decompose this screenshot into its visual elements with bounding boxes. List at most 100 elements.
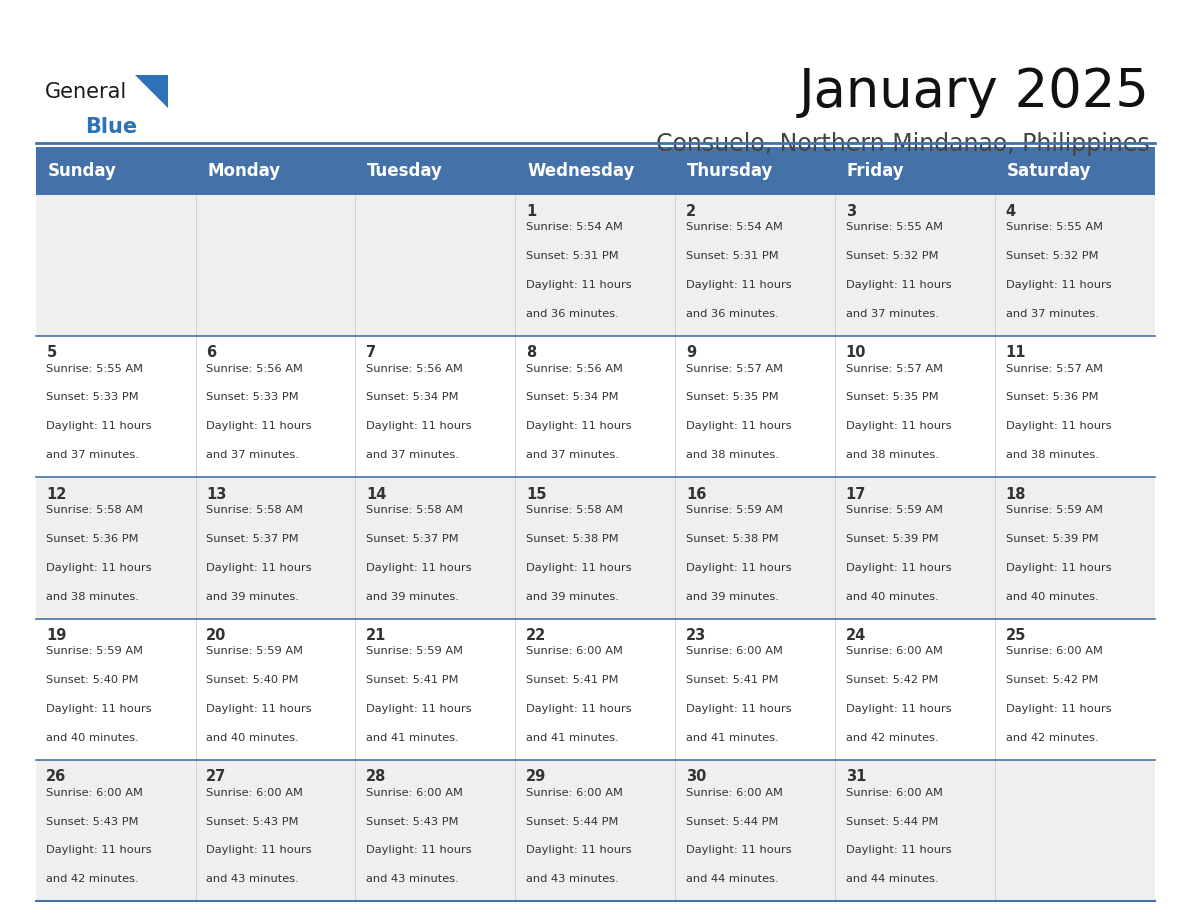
Text: Sunrise: 5:54 AM: Sunrise: 5:54 AM — [685, 222, 783, 232]
Text: 13: 13 — [207, 487, 227, 501]
Text: 29: 29 — [526, 769, 546, 784]
Text: Sunset: 5:40 PM: Sunset: 5:40 PM — [46, 675, 139, 685]
Text: Sunrise: 5:55 AM: Sunrise: 5:55 AM — [46, 364, 144, 374]
Text: Thursday: Thursday — [687, 162, 773, 180]
Text: Daylight: 11 hours: Daylight: 11 hours — [46, 845, 152, 856]
Text: 3: 3 — [846, 204, 855, 218]
Text: Daylight: 11 hours: Daylight: 11 hours — [526, 280, 632, 290]
Text: and 43 minutes.: and 43 minutes. — [526, 874, 619, 884]
Text: 11: 11 — [1005, 345, 1026, 360]
Polygon shape — [135, 75, 169, 108]
Text: and 37 minutes.: and 37 minutes. — [46, 451, 139, 460]
Text: Daylight: 11 hours: Daylight: 11 hours — [846, 421, 952, 431]
Text: Sunset: 5:38 PM: Sunset: 5:38 PM — [526, 533, 619, 543]
Text: and 41 minutes.: and 41 minutes. — [685, 733, 778, 743]
Text: Sunrise: 6:00 AM: Sunrise: 6:00 AM — [46, 788, 144, 798]
Text: Sunrise: 5:58 AM: Sunrise: 5:58 AM — [207, 505, 303, 515]
Text: Sunrise: 6:00 AM: Sunrise: 6:00 AM — [1005, 646, 1102, 656]
Text: 4: 4 — [1005, 204, 1016, 218]
Bar — [36, 336, 1155, 477]
Text: Sunset: 5:41 PM: Sunset: 5:41 PM — [685, 675, 778, 685]
Text: Sunset: 5:32 PM: Sunset: 5:32 PM — [1005, 251, 1098, 261]
Text: Daylight: 11 hours: Daylight: 11 hours — [846, 704, 952, 714]
Text: Daylight: 11 hours: Daylight: 11 hours — [207, 704, 311, 714]
Bar — [36, 147, 1155, 195]
Text: Sunrise: 5:59 AM: Sunrise: 5:59 AM — [207, 646, 303, 656]
Text: and 37 minutes.: and 37 minutes. — [846, 308, 939, 319]
Text: Daylight: 11 hours: Daylight: 11 hours — [685, 563, 791, 573]
Text: Friday: Friday — [847, 162, 904, 180]
Text: Sunset: 5:39 PM: Sunset: 5:39 PM — [1005, 533, 1098, 543]
Text: Sunset: 5:32 PM: Sunset: 5:32 PM — [846, 251, 939, 261]
Text: Daylight: 11 hours: Daylight: 11 hours — [207, 845, 311, 856]
Text: 8: 8 — [526, 345, 536, 360]
Text: Daylight: 11 hours: Daylight: 11 hours — [846, 280, 952, 290]
Text: 28: 28 — [366, 769, 386, 784]
Text: and 36 minutes.: and 36 minutes. — [685, 308, 778, 319]
Text: Sunrise: 6:00 AM: Sunrise: 6:00 AM — [526, 788, 623, 798]
Text: Daylight: 11 hours: Daylight: 11 hours — [1005, 421, 1111, 431]
Text: and 39 minutes.: and 39 minutes. — [526, 591, 619, 601]
Text: Daylight: 11 hours: Daylight: 11 hours — [46, 563, 152, 573]
Text: 14: 14 — [366, 487, 386, 501]
Text: Sunset: 5:44 PM: Sunset: 5:44 PM — [846, 817, 939, 826]
Text: and 41 minutes.: and 41 minutes. — [366, 733, 459, 743]
Bar — [36, 760, 1155, 901]
Text: Daylight: 11 hours: Daylight: 11 hours — [1005, 563, 1111, 573]
Text: Sunset: 5:33 PM: Sunset: 5:33 PM — [207, 392, 299, 402]
Text: and 38 minutes.: and 38 minutes. — [685, 451, 778, 460]
Text: Sunrise: 6:00 AM: Sunrise: 6:00 AM — [846, 788, 942, 798]
Text: 5: 5 — [46, 345, 57, 360]
Text: and 43 minutes.: and 43 minutes. — [207, 874, 299, 884]
Text: Sunset: 5:34 PM: Sunset: 5:34 PM — [366, 392, 459, 402]
Text: Sunset: 5:35 PM: Sunset: 5:35 PM — [846, 392, 939, 402]
Text: and 38 minutes.: and 38 minutes. — [46, 591, 139, 601]
Bar — [36, 477, 1155, 619]
Text: Monday: Monday — [208, 162, 280, 180]
Text: Daylight: 11 hours: Daylight: 11 hours — [685, 704, 791, 714]
Text: Sunrise: 5:57 AM: Sunrise: 5:57 AM — [1005, 364, 1102, 374]
Text: and 37 minutes.: and 37 minutes. — [1005, 308, 1099, 319]
Text: Sunrise: 5:54 AM: Sunrise: 5:54 AM — [526, 222, 623, 232]
Text: 26: 26 — [46, 769, 67, 784]
Text: and 40 minutes.: and 40 minutes. — [46, 733, 139, 743]
Text: and 42 minutes.: and 42 minutes. — [1005, 733, 1098, 743]
Text: and 37 minutes.: and 37 minutes. — [526, 451, 619, 460]
Text: 6: 6 — [207, 345, 216, 360]
Text: Daylight: 11 hours: Daylight: 11 hours — [1005, 704, 1111, 714]
Text: Daylight: 11 hours: Daylight: 11 hours — [685, 845, 791, 856]
Text: and 40 minutes.: and 40 minutes. — [1005, 591, 1099, 601]
Text: Sunset: 5:40 PM: Sunset: 5:40 PM — [207, 675, 298, 685]
Text: Sunset: 5:41 PM: Sunset: 5:41 PM — [526, 675, 619, 685]
Text: Daylight: 11 hours: Daylight: 11 hours — [366, 845, 472, 856]
Text: Daylight: 11 hours: Daylight: 11 hours — [207, 421, 311, 431]
Text: and 44 minutes.: and 44 minutes. — [685, 874, 778, 884]
Text: Sunrise: 5:56 AM: Sunrise: 5:56 AM — [526, 364, 623, 374]
Text: Sunrise: 5:56 AM: Sunrise: 5:56 AM — [366, 364, 463, 374]
Text: Sunrise: 5:56 AM: Sunrise: 5:56 AM — [207, 364, 303, 374]
Text: Sunset: 5:36 PM: Sunset: 5:36 PM — [1005, 392, 1098, 402]
Text: Consuelo, Northern Mindanao, Philippines: Consuelo, Northern Mindanao, Philippines — [656, 132, 1150, 156]
Text: General: General — [45, 82, 127, 102]
Text: Sunset: 5:34 PM: Sunset: 5:34 PM — [526, 392, 619, 402]
Text: Daylight: 11 hours: Daylight: 11 hours — [526, 563, 632, 573]
Text: Daylight: 11 hours: Daylight: 11 hours — [46, 704, 152, 714]
Text: 30: 30 — [685, 769, 706, 784]
Text: Daylight: 11 hours: Daylight: 11 hours — [526, 704, 632, 714]
Text: Sunset: 5:43 PM: Sunset: 5:43 PM — [46, 817, 139, 826]
Text: Daylight: 11 hours: Daylight: 11 hours — [846, 845, 952, 856]
Text: and 39 minutes.: and 39 minutes. — [366, 591, 459, 601]
Text: 17: 17 — [846, 487, 866, 501]
Text: Sunrise: 5:59 AM: Sunrise: 5:59 AM — [846, 505, 943, 515]
Text: Daylight: 11 hours: Daylight: 11 hours — [526, 421, 632, 431]
Text: Daylight: 11 hours: Daylight: 11 hours — [1005, 280, 1111, 290]
Text: Sunrise: 6:00 AM: Sunrise: 6:00 AM — [366, 788, 463, 798]
Text: Sunrise: 6:00 AM: Sunrise: 6:00 AM — [685, 788, 783, 798]
Text: 19: 19 — [46, 628, 67, 643]
Text: Blue: Blue — [86, 117, 138, 137]
Bar — [36, 619, 1155, 760]
Text: Sunset: 5:44 PM: Sunset: 5:44 PM — [685, 817, 778, 826]
Text: and 38 minutes.: and 38 minutes. — [1005, 451, 1099, 460]
Text: Sunrise: 6:00 AM: Sunrise: 6:00 AM — [207, 788, 303, 798]
Text: and 40 minutes.: and 40 minutes. — [207, 733, 299, 743]
